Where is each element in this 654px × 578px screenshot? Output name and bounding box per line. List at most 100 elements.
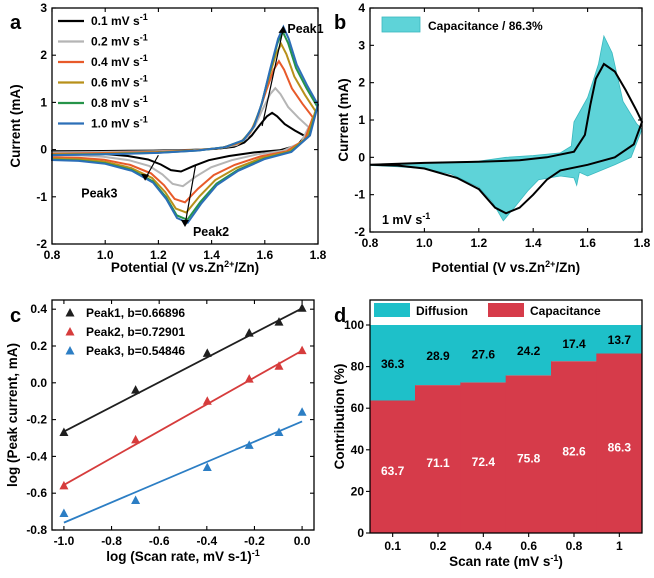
data-point-2-3 (244, 440, 254, 449)
panel-b-x-tick-label: 1.0 (416, 236, 433, 250)
label-capacitance-3: 75.8 (517, 451, 541, 465)
panel-c-ylabel: log (Peak current, mA) (5, 343, 20, 487)
panel-c-x-tick-label: -0.2 (244, 534, 265, 548)
legend-swatch-capacitance (381, 16, 421, 33)
label-capacitance-4: 82.6 (562, 444, 586, 458)
label-capacitance-1: 71.1 (426, 456, 450, 470)
panel-label-c: c (10, 305, 21, 327)
panel-c-x-tick-label: -0.6 (149, 534, 170, 548)
panel-b-x-tick-label: 1.8 (634, 236, 651, 250)
peak2-trend-line (184, 164, 197, 226)
panel-d-y-tick-label: 100 (344, 318, 364, 332)
legend-label-0: 0.1 mV s-1 (91, 12, 148, 28)
bar-capacitance-3 (505, 375, 552, 533)
panel-a-x-tick-label: 1.2 (150, 248, 167, 262)
bar-diffusion-1 (415, 325, 461, 386)
panel-d-ylabel: Contribution (%) (332, 364, 347, 470)
panel-label-d: d (334, 305, 346, 327)
peak2-arrowhead (181, 220, 189, 228)
data-point-2-1 (131, 495, 141, 505)
panel-a-y-tick-label: 0 (40, 143, 47, 157)
panel-a-ylabel: Current (mA) (8, 84, 23, 167)
peak2-label: Peak2 (193, 225, 229, 239)
label-diffusion-0: 36.3 (381, 357, 405, 371)
bar-capacitance-0 (369, 400, 416, 533)
bar-diffusion-4 (551, 325, 597, 362)
peak1-arrowhead (278, 25, 287, 33)
fit-line-1 (63, 349, 303, 486)
panel-c-x-tick-label: -1.0 (54, 534, 75, 548)
panel-a-y-tick-label: -1 (36, 190, 47, 204)
data-point-2-4 (274, 427, 284, 436)
legend-label-2: 0.4 mV s-1 (91, 53, 148, 69)
data-point-0-4 (274, 317, 284, 326)
legend-label-diffusion: Diffusion (416, 304, 468, 318)
panel-b-ylabel: Current (mA) (336, 78, 351, 161)
panel-a-x-tick-label: 1.0 (97, 248, 114, 262)
panel-d-x-tick-label: 0.6 (520, 539, 537, 553)
capacitive-fill-area (369, 34, 643, 222)
peak1-trend-line (261, 27, 285, 127)
label-diffusion-5: 13.7 (608, 333, 632, 347)
panel-b-xlabel: Potential (V vs.Zn2+/Zn) (432, 259, 580, 275)
panel-c-axes (51, 299, 315, 531)
panel-b-x-tick-label: 1.2 (470, 236, 487, 250)
panel-a-xlabel: Potential (V vs.Zn2+/Zn) (111, 259, 259, 275)
legend-label-3: 0.6 mV s-1 (91, 74, 148, 90)
data-point-1-1 (131, 434, 141, 444)
panel-c-y-tick-label: -0.6 (26, 486, 47, 500)
peak1-label: Peak1 (287, 22, 323, 36)
panel-d-x-tick-label: 0.1 (384, 539, 401, 553)
panel-c-x-tick-label: -0.4 (196, 534, 217, 548)
panel-a-axes (51, 7, 319, 245)
label-diffusion-1: 28.9 (426, 349, 450, 363)
legend-marker-2 (65, 346, 75, 355)
panel-c-y-tick-label: 0.4 (30, 302, 47, 316)
panel-b-x-tick-label: 1.4 (525, 236, 542, 250)
panel-c-y-tick-label: -0.2 (26, 413, 47, 427)
legend-label-capacitance: Capacitance / 86.3% (428, 19, 543, 33)
bar-capacitance-2 (460, 382, 507, 533)
panel-c-x-tick-label: -0.8 (101, 534, 122, 548)
legend-swatch-diffusion (374, 303, 410, 317)
scan-rate-annotation: 1 mV s-1 (382, 211, 430, 227)
label-diffusion-2: 27.6 (472, 348, 496, 362)
panel-c-y-tick-label: 0.0 (30, 376, 47, 390)
legend-label-5: 1.0 mV s-1 (91, 115, 148, 131)
fit-line-2 (63, 420, 303, 524)
panel-d-axes (369, 299, 643, 534)
data-point-0-0 (59, 427, 69, 436)
panel-a-x-tick-label: 1.8 (310, 248, 327, 262)
label-capacitance-2: 72.4 (472, 455, 496, 469)
data-point-0-2 (202, 348, 212, 357)
data-point-0-3 (244, 328, 254, 337)
panel-c-x-tick-label: 0.0 (294, 534, 311, 548)
data-point-0-1 (131, 385, 141, 394)
panel-a-cv-curves: Peak1 Peak2 Peak3 0.8 1.0 1.2 1.4 1.6 1.8 -2 -1 0 1 2… (8, 1, 327, 275)
legend-label-capacitance: Capacitance (530, 304, 601, 318)
bar-diffusion-2 (460, 325, 507, 383)
panel-c-xlabel: log (Scan rate, mV s-1)-1 (106, 548, 260, 564)
panel-d-y-tick-label: 60 (351, 401, 365, 415)
legend-label-0: Peak1, b=0.66896 (86, 306, 185, 320)
bar-diffusion-3 (505, 325, 552, 376)
panel-a-x-tick-label: 0.8 (44, 248, 61, 262)
panel-b-x-tick-label: 0.8 (362, 236, 379, 250)
legend-label-4: 0.8 mV s-1 (91, 94, 148, 110)
panel-a-y-tick-label: 2 (40, 48, 47, 62)
panel-c-y-tick-label: 0.2 (30, 339, 47, 353)
data-point-1-5 (297, 345, 307, 355)
panel-label-b: b (334, 12, 346, 34)
panel-b-y-tick-label: -1 (354, 188, 365, 202)
bar-diffusion-0 (369, 325, 416, 401)
cv-curve-5 (51, 24, 320, 225)
panel-a-y-tick-label: 1 (40, 95, 47, 109)
panel-a-y-tick-label: -2 (36, 237, 47, 251)
panel-c-y-tick-label: -0.4 (26, 449, 47, 463)
panel-b-x-tick-label: 1.6 (579, 236, 596, 250)
data-point-2-2 (202, 462, 212, 471)
panel-d-contribution-bars: 63.7 36.3 0.1 71.1 28.9 0.2 72.4 27.6 0.4 75.8 24.… (332, 299, 643, 569)
data-point-0-5 (297, 303, 307, 312)
legend-marker-1 (65, 327, 75, 336)
